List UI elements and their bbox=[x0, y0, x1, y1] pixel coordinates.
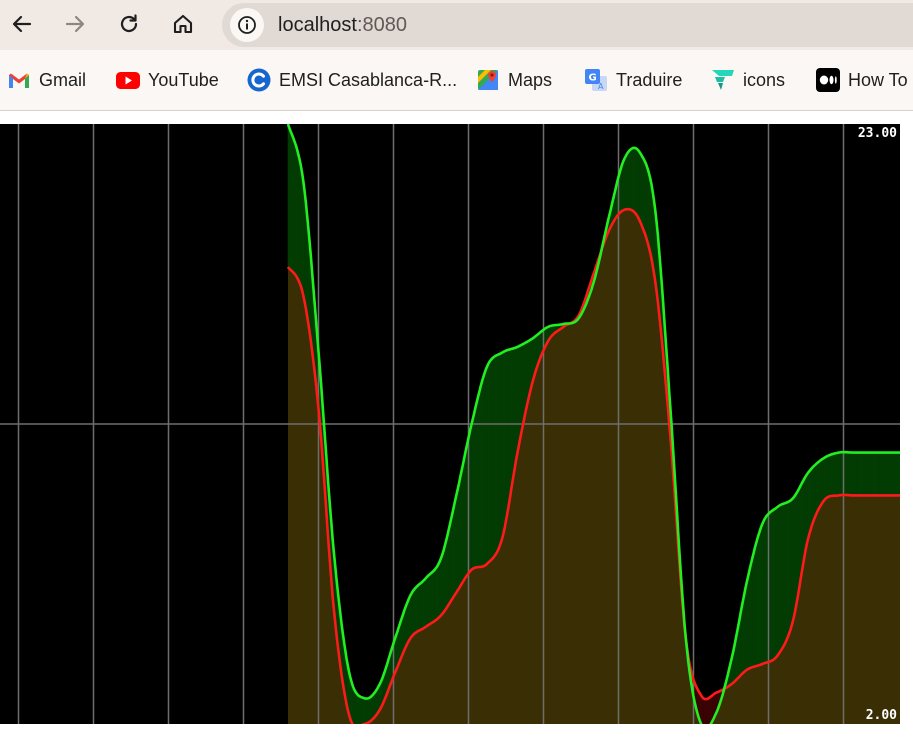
icons8-icon bbox=[711, 68, 735, 92]
bookmark-youtube[interactable]: YouTube bbox=[116, 68, 219, 92]
url-port: :8080 bbox=[356, 14, 407, 36]
svg-text:G: G bbox=[589, 73, 597, 84]
chart-area: 23.00 2.00 bbox=[0, 124, 900, 724]
series-line-red bbox=[286, 207, 900, 724]
bookmark-label: YouTube bbox=[148, 69, 219, 90]
maps-icon bbox=[476, 68, 500, 92]
bookmark-label: How To bbox=[848, 69, 908, 90]
bookmark-label: Gmail bbox=[39, 69, 87, 90]
bookmark-gmail[interactable]: Gmail bbox=[7, 68, 86, 92]
bookmark-label: EMSI Casablanca-R... bbox=[279, 69, 458, 90]
address-bar[interactable]: localhost:8080 bbox=[222, 3, 913, 47]
emsi-icon bbox=[247, 68, 271, 92]
medium-icon bbox=[816, 68, 840, 92]
home-button[interactable] bbox=[165, 6, 201, 42]
browser-toolbar: localhost:8080 bbox=[0, 0, 913, 50]
y-max-label: 23.00 bbox=[857, 126, 897, 141]
bookmark-label: icons bbox=[743, 69, 786, 90]
gmail-icon bbox=[7, 68, 31, 92]
bookmark-howto[interactable]: How To bbox=[816, 68, 908, 92]
reload-icon bbox=[120, 14, 138, 33]
url-host: localhost bbox=[278, 14, 357, 36]
back-button[interactable] bbox=[4, 6, 40, 42]
reload-button[interactable] bbox=[111, 6, 147, 42]
info-icon bbox=[238, 16, 256, 34]
bookmark-maps[interactable]: Maps bbox=[476, 68, 552, 92]
bookmark-translate[interactable]: G A Traduire bbox=[584, 68, 682, 92]
series-line-green bbox=[286, 124, 900, 724]
bookmark-label: Maps bbox=[508, 69, 553, 90]
forward-button[interactable] bbox=[57, 6, 93, 42]
bookmark-label: Traduire bbox=[616, 69, 683, 90]
y-min-label: 2.00 bbox=[865, 708, 897, 723]
chart-lines bbox=[286, 124, 900, 724]
bookmark-icons[interactable]: icons bbox=[711, 68, 785, 92]
youtube-icon bbox=[116, 68, 140, 92]
bookmarks-bar: Gmail YouTube EMSI Casablanca-R... bbox=[0, 50, 913, 111]
site-info-button[interactable] bbox=[230, 8, 264, 42]
translate-icon: G A bbox=[584, 68, 608, 92]
home-icon bbox=[173, 14, 193, 34]
svg-text:A: A bbox=[598, 82, 604, 91]
area-chart bbox=[0, 124, 900, 724]
chart-grid bbox=[0, 124, 900, 724]
arrow-left-icon bbox=[12, 15, 32, 33]
bookmark-emsi[interactable]: EMSI Casablanca-R... bbox=[247, 68, 457, 92]
arrow-right-icon bbox=[65, 15, 85, 33]
fill-green-band bbox=[898, 452, 900, 496]
url-text[interactable]: localhost:8080 bbox=[278, 14, 407, 37]
fill-common-area bbox=[288, 209, 900, 724]
